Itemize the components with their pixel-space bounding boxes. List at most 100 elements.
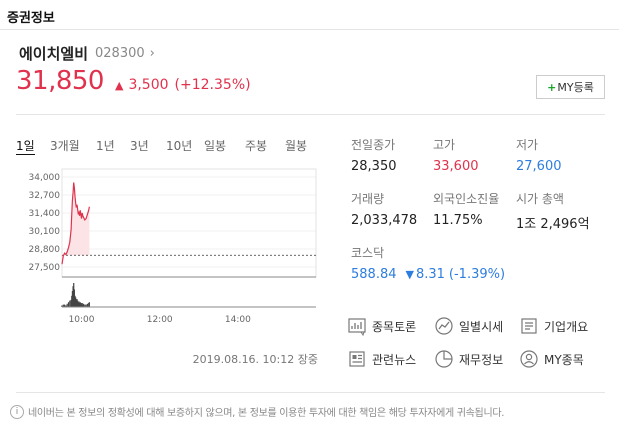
volume-bar [69,300,71,307]
y-tick-label: 34,000 [29,173,61,183]
price-change: 3,500 [128,77,169,93]
y-tick-label: 27,500 [29,263,61,273]
list-doc-icon [521,318,537,334]
disclaimer: i 네이버는 본 정보의 정확성에 대해 보증하지 않으며, 본 정보를 이용한… [10,404,504,419]
link-daily-price[interactable]: 일별시세 [434,316,503,336]
pie-chart-icon [435,350,453,368]
period-tab-1y[interactable]: 1년 [96,139,115,153]
stat-label: 전일종가 [351,138,396,152]
period-tab-10y[interactable]: 10년 [166,139,193,153]
link-label: 종목토론 [372,319,417,334]
volume-bar [75,299,77,307]
link-discussion[interactable]: 종목토론 [347,316,416,336]
volume-bar [73,283,75,307]
news-icon [349,351,365,367]
y-tick-label: 32,700 [29,191,61,201]
stat-index[interactable]: 코스닥 588.84 ▼ 8.31 (-1.39%) [351,244,551,282]
volume-bar [82,304,84,307]
volume-bar [79,302,81,307]
chart-doc-icon [348,318,366,336]
period-tab-1d[interactable]: 1일 [16,139,35,155]
period-tab-3y[interactable]: 3년 [130,139,149,153]
price-row: 31,850 ▲ 3,500 (+12.35%) [16,66,251,96]
my-register-label: MY등록 [557,81,594,94]
volume-bar [77,302,79,307]
index-value: 588.84 [351,267,397,282]
section-title: 증권정보 [7,11,55,26]
link-company-info[interactable]: 기업개요 [519,316,588,336]
stat-label: 저가 [516,138,539,152]
plus-icon: + [547,80,557,94]
stock-name[interactable]: 에이치엘비 [19,45,89,63]
volume-bar [67,302,70,307]
stat-value: 11.75% [433,213,483,228]
stock-code[interactable]: 028300 [95,46,145,61]
stat-label: 거래량 [351,192,385,206]
stat-label: 고가 [433,138,456,152]
volume-bar [82,303,85,307]
period-tab-3m[interactable]: 3개월 [50,139,80,153]
stat-value: 28,350 [351,159,397,174]
price-area [62,182,90,256]
link-label: MY종목 [544,352,584,367]
y-tick-label: 28,800 [29,245,61,255]
price-divider [16,114,605,115]
volume-bar [65,305,67,307]
my-register-button[interactable]: + MY등록 [536,75,605,99]
volume-bar [70,299,72,307]
link-financials[interactable]: 재무정보 [434,349,503,369]
period-tab-daily[interactable]: 일봉 [204,139,227,153]
volume-bar [71,295,73,307]
triangle-up-icon: ▲ [114,79,124,92]
link-related-news[interactable]: 관련뉴스 [347,349,416,369]
stat-value: 27,600 [516,159,562,174]
stat-value: 33,600 [433,159,479,174]
period-tab-monthly[interactable]: 월봉 [285,139,308,153]
volume-bar [76,299,78,307]
info-icon: i [10,404,24,419]
link-label: 기업개요 [544,319,589,334]
intraday-chart[interactable]: 34,000 32,700 31,400 30,100 28,800 27,500 10:… [14,165,317,327]
index-label[interactable]: 코스닥 [351,246,385,260]
index-change-percent: (-1.39%) [448,267,506,282]
chevron-right-icon[interactable]: › [149,46,155,61]
link-label: 일별시세 [459,319,504,334]
stat-foreign: 외국인소진율 11.75% [433,190,523,228]
volume-bar [66,303,68,307]
stat-value: 1조 2,496억 [516,217,590,232]
volume-bar [84,304,86,307]
volume-bar [81,303,83,307]
y-tick-label: 31,400 [29,209,61,219]
link-label: 재무정보 [459,352,504,367]
volume-bar [71,291,74,307]
index-row: 588.84 ▼ 8.31 (-1.39%) [351,267,551,282]
trend-circle-icon [435,317,453,335]
volume-bar [80,303,83,307]
x-axis: 10:00 12:00 14:00 [69,315,252,325]
volume-bar [75,297,77,307]
volume-bar [62,304,64,307]
y-axis: 34,000 32,700 31,400 30,100 28,800 27,500 [29,173,316,273]
volume-bars [61,283,90,307]
x-tick-label: 10:00 [69,315,95,325]
volume-bar [80,303,82,307]
period-tab-weekly[interactable]: 주봉 [245,139,268,153]
volume-bar [78,301,80,307]
stock-name-row[interactable]: 에이치엘비 028300 › [19,43,155,64]
volume-bar [85,304,87,307]
index-change: 8.31 [415,267,445,282]
stat-low: 저가 27,600 [516,136,606,174]
volume-bar [61,305,63,307]
volume-bar [73,289,75,307]
x-tick-label: 14:00 [225,315,251,325]
stat-volume: 거래량 2,033,478 [351,190,441,228]
stat-market-cap: 시가 총액 1조 2,496억 [516,190,606,232]
volume-bar [88,303,90,307]
link-my-stocks[interactable]: MY종목 [519,349,584,369]
stat-high: 고가 33,600 [433,136,523,174]
x-tick-label: 12:00 [147,315,173,325]
volume-bar [72,286,74,307]
y-tick-label: 30,100 [29,227,61,237]
disclaimer-text: 네이버는 본 정보의 정확성에 대해 보증하지 않으며, 본 정보를 이용한 투… [28,408,505,419]
link-label: 관련뉴스 [372,352,417,367]
